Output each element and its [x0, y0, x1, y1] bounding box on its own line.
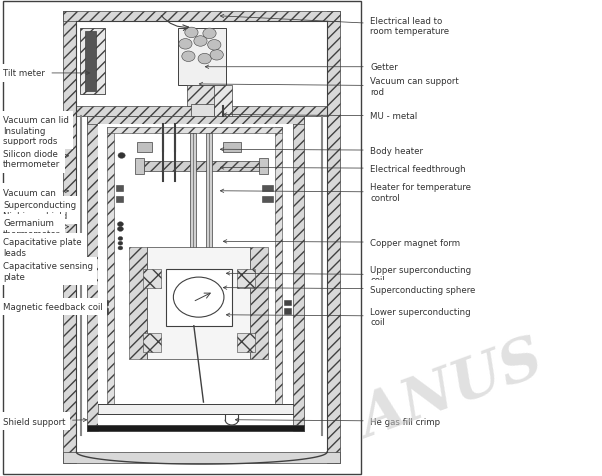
Bar — [223, 143, 241, 152]
Circle shape — [173, 278, 224, 317]
Bar — [63, 12, 76, 463]
Bar — [327, 12, 340, 463]
Bar — [137, 143, 152, 152]
Bar — [87, 425, 304, 431]
Text: Electrical feedthrough: Electrical feedthrough — [220, 165, 466, 173]
Text: Copper magnet form: Copper magnet form — [223, 238, 461, 247]
Bar — [284, 308, 291, 314]
Text: Getter: Getter — [205, 63, 398, 72]
Text: Vacuum can support
rod: Vacuum can support rod — [199, 77, 459, 96]
Bar — [237, 333, 255, 352]
Bar — [129, 248, 147, 359]
Bar — [206, 133, 212, 347]
Bar — [116, 196, 123, 202]
Bar — [147, 248, 250, 359]
Circle shape — [208, 40, 221, 51]
Bar — [76, 107, 327, 117]
Bar — [237, 270, 255, 288]
Bar — [190, 133, 196, 347]
Circle shape — [117, 227, 123, 232]
Text: Germanium
thermometer: Germanium thermometer — [3, 219, 69, 238]
Bar — [293, 117, 304, 431]
Circle shape — [179, 40, 192, 50]
Bar — [143, 270, 161, 288]
Text: Superconducting sphere: Superconducting sphere — [223, 285, 476, 294]
Circle shape — [185, 28, 198, 39]
Bar — [284, 300, 291, 306]
Bar — [144, 161, 259, 172]
Bar — [166, 269, 232, 326]
Bar — [63, 452, 340, 463]
Bar — [107, 128, 114, 412]
Text: MU - metal: MU - metal — [223, 112, 417, 121]
Text: Silicon diode
thermometer: Silicon diode thermometer — [3, 150, 69, 169]
Bar — [135, 159, 144, 174]
Bar — [98, 125, 293, 425]
Text: Lower superconducting
coil: Lower superconducting coil — [226, 307, 471, 326]
Bar — [87, 117, 98, 431]
Circle shape — [210, 50, 223, 61]
Text: ANUS: ANUS — [352, 331, 551, 449]
Text: Heater for temperature
control: Heater for temperature control — [220, 183, 471, 202]
Text: Vacuum can lid
Insulating
support rods: Vacuum can lid Insulating support rods — [3, 116, 69, 146]
Bar — [100, 300, 108, 306]
Bar — [187, 86, 220, 107]
Bar — [191, 105, 214, 117]
Bar — [63, 12, 340, 22]
Text: Shield support: Shield support — [3, 417, 87, 426]
Text: Electrical lead to
room temperature: Electrical lead to room temperature — [220, 15, 449, 36]
Bar — [143, 333, 161, 352]
Text: Capacitative sensing
plate: Capacitative sensing plate — [3, 262, 93, 281]
Circle shape — [118, 237, 123, 241]
Circle shape — [117, 222, 123, 227]
Circle shape — [118, 153, 125, 159]
Bar — [98, 405, 293, 414]
Bar — [214, 86, 232, 117]
Bar — [250, 248, 268, 359]
Bar — [178, 29, 226, 86]
Text: Capacitative plate
leads: Capacitative plate leads — [3, 238, 82, 257]
Bar — [100, 308, 108, 314]
Text: He gas fill crimp: He gas fill crimp — [235, 417, 440, 426]
Bar — [116, 185, 123, 191]
Bar — [107, 128, 282, 133]
Circle shape — [182, 52, 195, 62]
Text: Magnetic feedback coil: Magnetic feedback coil — [3, 303, 103, 311]
Bar — [262, 185, 273, 191]
Bar — [80, 29, 105, 95]
Text: Superconducting
Niobium shield: Superconducting Niobium shield — [3, 201, 76, 220]
Text: Body heater: Body heater — [220, 147, 423, 155]
Circle shape — [203, 29, 216, 40]
Text: Tilt meter: Tilt meter — [3, 69, 90, 78]
Circle shape — [118, 247, 123, 250]
Bar — [85, 32, 96, 91]
Bar — [275, 128, 282, 412]
Bar — [76, 22, 327, 107]
Bar — [259, 159, 268, 174]
Bar — [3, 2, 361, 474]
Text: Vacuum can: Vacuum can — [3, 188, 69, 197]
Bar — [87, 117, 304, 125]
Circle shape — [118, 242, 123, 246]
Circle shape — [194, 37, 207, 47]
Circle shape — [198, 54, 211, 65]
Bar — [262, 196, 273, 202]
Text: Upper superconducting
coil: Upper superconducting coil — [226, 266, 471, 285]
